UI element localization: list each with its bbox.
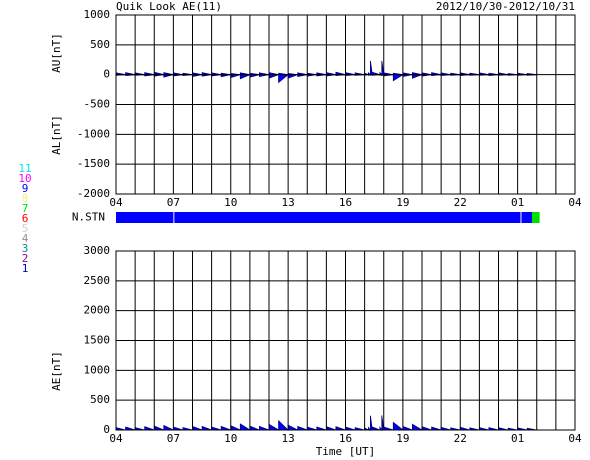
- x-tick-label: 10: [224, 196, 237, 209]
- x-tick-label: 22: [454, 432, 467, 445]
- station-legend: 4: [22, 232, 29, 245]
- station-legend: 2: [22, 252, 29, 265]
- x-tick-label: 01: [511, 196, 524, 209]
- x-axis-label: Time [UT]: [316, 445, 376, 458]
- station-legend: 8: [22, 192, 29, 205]
- x-tick-label: 16: [339, 432, 352, 445]
- x-tick-label: 07: [167, 432, 180, 445]
- y-axis-label: AU[nT]: [50, 33, 63, 73]
- y-tick-label: -1500: [77, 157, 110, 170]
- station-legend: 3: [22, 242, 29, 255]
- station-legend: 11: [18, 162, 31, 175]
- x-tick-label: 04: [568, 432, 582, 445]
- x-tick-label: 07: [167, 196, 180, 209]
- x-tick-label: 04: [568, 196, 582, 209]
- x-tick-label: 16: [339, 196, 352, 209]
- x-tick-label: 04: [109, 196, 123, 209]
- y-axis-label: AE[nT]: [50, 351, 63, 391]
- date-range: 2012/10/30-2012/10/31: [436, 0, 575, 13]
- x-tick-label: 19: [396, 432, 409, 445]
- y-tick-label: 500: [90, 38, 110, 51]
- y-tick-label: 2000: [84, 304, 111, 317]
- chart-title: Quik Look AE(11): [116, 0, 222, 13]
- y-tick-label: 500: [90, 393, 110, 406]
- y-axis-label: AL[nT]: [50, 115, 63, 155]
- y-tick-label: 1000: [84, 8, 111, 21]
- y-tick-label: -2000: [77, 187, 110, 200]
- station-legend: 10: [18, 172, 31, 185]
- station-label: N.STN: [72, 211, 105, 224]
- y-tick-label: 1000: [84, 363, 111, 376]
- y-tick-label: -500: [84, 98, 111, 111]
- station-segment: [531, 212, 540, 223]
- station-legend: 7: [22, 202, 29, 215]
- x-tick-label: 19: [396, 196, 409, 209]
- y-tick-label: 3000: [84, 244, 111, 257]
- station-legend: 6: [22, 212, 29, 225]
- x-tick-label: 01: [511, 432, 524, 445]
- plot-frame: [115, 14, 576, 195]
- y-tick-label: 0: [103, 68, 110, 81]
- x-tick-label: 04: [109, 432, 123, 445]
- plot-frame: [115, 250, 576, 431]
- y-tick-label: 1500: [84, 334, 111, 347]
- x-tick-label: 13: [282, 432, 295, 445]
- station-legend: 9: [22, 182, 29, 195]
- x-tick-label: 13: [282, 196, 295, 209]
- y-tick-label: 0: [103, 423, 110, 436]
- station-legend: 5: [22, 222, 29, 235]
- y-tick-label: 2500: [84, 274, 111, 287]
- x-tick-label: 10: [224, 432, 237, 445]
- station-segment: [174, 212, 521, 223]
- station-legend: 1: [22, 262, 29, 275]
- x-tick-label: 22: [454, 196, 467, 209]
- y-tick-label: -1000: [77, 127, 110, 140]
- station-segment: [521, 212, 532, 223]
- station-segment: [116, 212, 174, 223]
